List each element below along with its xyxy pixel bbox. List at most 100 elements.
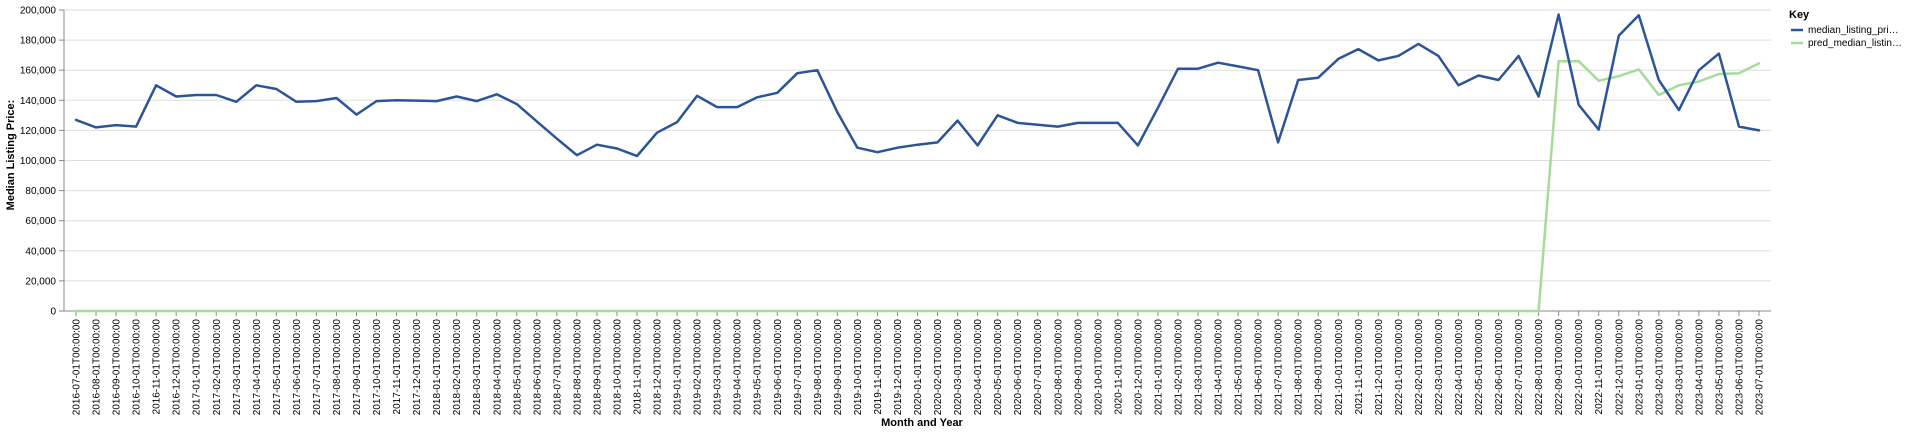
- x-tick-label: 2019-10-01T00:00:00: [853, 319, 864, 416]
- x-tick-label: 2021-03-01T00:00:00: [1194, 319, 1205, 416]
- x-tick-label: 2021-06-01T00:00:00: [1254, 319, 1265, 416]
- x-tick-label: 2021-09-01T00:00:00: [1314, 319, 1325, 416]
- x-tick-label: 2020-03-01T00:00:00: [953, 319, 964, 416]
- x-tick-label: 2020-10-01T00:00:00: [1093, 319, 1104, 416]
- x-tick-label: 2018-11-01T00:00:00: [633, 319, 644, 415]
- x-tick-label: 2020-08-01T00:00:00: [1053, 319, 1064, 416]
- x-tick-label: 2018-03-01T00:00:00: [472, 319, 483, 416]
- grid-layer: [63, 9, 1771, 312]
- x-tick-label: 2016-07-01T00:00:00: [72, 319, 83, 416]
- x-tick-label: 2017-06-01T00:00:00: [292, 319, 303, 416]
- y-tick-label: 80,000: [25, 186, 56, 197]
- x-tick-label: 2023-03-01T00:00:00: [1674, 319, 1685, 416]
- x-tick-label: 2017-07-01T00:00:00: [312, 319, 323, 416]
- x-tick-label: 2021-07-01T00:00:00: [1274, 319, 1285, 416]
- x-tick-label: 2017-10-01T00:00:00: [372, 319, 383, 416]
- x-tick-label: 2021-04-01T00:00:00: [1214, 319, 1225, 416]
- x-tick-label: 2018-06-01T00:00:00: [532, 319, 543, 416]
- y-tick-label: 40,000: [25, 246, 56, 257]
- x-tick-label: 2021-10-01T00:00:00: [1334, 319, 1345, 416]
- x-tick-label: 2019-03-01T00:00:00: [713, 319, 724, 416]
- x-tick-label: 2016-09-01T00:00:00: [112, 319, 123, 416]
- x-tick-label: 2020-09-01T00:00:00: [1073, 319, 1084, 416]
- x-tick-label: 2018-04-01T00:00:00: [492, 319, 503, 416]
- x-tick-label: 2017-01-01T00:00:00: [192, 319, 203, 416]
- legend-title: Key: [1789, 9, 1810, 21]
- x-tick-label: 2018-09-01T00:00:00: [592, 319, 603, 416]
- x-tick-label: 2017-09-01T00:00:00: [352, 319, 363, 416]
- y-tick-label: 160,000: [20, 66, 57, 77]
- x-tick-label: 2021-12-01T00:00:00: [1374, 319, 1385, 416]
- y-tick-label: 60,000: [25, 216, 56, 227]
- x-tick-label: 2018-10-01T00:00:00: [612, 319, 623, 416]
- x-tick-label: 2022-09-01T00:00:00: [1554, 319, 1565, 416]
- x-tick-label: 2022-02-01T00:00:00: [1414, 319, 1425, 416]
- x-tick-label: 2018-07-01T00:00:00: [552, 319, 563, 416]
- x-tick-label: 2018-01-01T00:00:00: [432, 319, 443, 416]
- y-tick-label: 140,000: [20, 96, 57, 107]
- x-tick-label: 2018-02-01T00:00:00: [452, 319, 463, 416]
- x-tick-label: 2022-06-01T00:00:00: [1494, 319, 1505, 416]
- x-tick-label: 2021-11-01T00:00:00: [1354, 319, 1365, 415]
- x-tick-label: 2021-05-01T00:00:00: [1234, 319, 1245, 416]
- legend-items: median_listing_pri… pred_median_listin…: [1791, 25, 1902, 49]
- y-tick-label: 180,000: [20, 36, 57, 47]
- x-tick-label: 2019-02-01T00:00:00: [693, 319, 704, 416]
- x-tick-label: 2020-11-01T00:00:00: [1113, 319, 1124, 415]
- x-tick-label: 2018-08-01T00:00:00: [572, 319, 583, 416]
- x-tick-label: 2023-04-01T00:00:00: [1694, 319, 1705, 416]
- x-tick-label: 2017-11-01T00:00:00: [392, 319, 403, 415]
- series-layer: [74, 13, 1761, 313]
- x-tick-label: 2023-06-01T00:00:00: [1734, 319, 1745, 416]
- legend-label: median_listing_pri…: [1808, 25, 1899, 36]
- x-tick-label: 2023-07-01T00:00:00: [1755, 319, 1766, 416]
- x-tick-label: 2022-11-01T00:00:00: [1594, 319, 1605, 415]
- x-tick-label: 2016-10-01T00:00:00: [132, 319, 143, 416]
- x-tick-label: 2019-06-01T00:00:00: [773, 319, 784, 416]
- x-tick-label: 2018-12-01T00:00:00: [653, 319, 664, 416]
- x-tick-label: 2019-07-01T00:00:00: [793, 319, 804, 416]
- x-tick-label: 2020-05-01T00:00:00: [993, 319, 1004, 416]
- x-tick-label: 2022-10-01T00:00:00: [1574, 319, 1585, 416]
- x-tick-label: 2017-12-01T00:00:00: [412, 319, 423, 416]
- x-tick-label: 2017-02-01T00:00:00: [212, 319, 223, 416]
- x-tick-label: 2016-11-01T00:00:00: [152, 319, 163, 415]
- y-tick-label: 0: [50, 307, 56, 318]
- legend-label: pred_median_listin…: [1808, 38, 1902, 49]
- x-tick-label: 2020-02-01T00:00:00: [933, 319, 944, 416]
- x-tick-label: 2023-01-01T00:00:00: [1634, 319, 1645, 416]
- x-axis: 2016-07-01T00:00:00 2016-08-01T00:00:00 20…: [72, 311, 1766, 415]
- x-tick-label: 2023-02-01T00:00:00: [1654, 319, 1665, 416]
- x-tick-label: 2021-01-01T00:00:00: [1153, 319, 1164, 416]
- x-tick-label: 2019-11-01T00:00:00: [873, 319, 884, 415]
- x-tick-label: 2021-02-01T00:00:00: [1173, 319, 1184, 416]
- x-tick-label: 2019-05-01T00:00:00: [753, 319, 764, 416]
- x-tick-label: 2019-09-01T00:00:00: [833, 319, 844, 416]
- x-tick-label: 2022-12-01T00:00:00: [1614, 319, 1625, 416]
- series-line-0: [74, 13, 1761, 158]
- x-tick-label: 2018-05-01T00:00:00: [512, 319, 523, 416]
- x-tick-label: 2019-04-01T00:00:00: [733, 319, 744, 416]
- y-tick-label: 100,000: [20, 156, 57, 167]
- x-tick-label: 2019-12-01T00:00:00: [893, 319, 904, 416]
- x-tick-label: 2019-08-01T00:00:00: [813, 319, 824, 416]
- x-tick-label: 2022-03-01T00:00:00: [1434, 319, 1445, 416]
- x-tick-label: 2017-05-01T00:00:00: [272, 319, 283, 416]
- series-line-1: [74, 59, 1761, 313]
- x-tick-label: 2020-01-01T00:00:00: [913, 319, 924, 416]
- x-tick-label: 2022-05-01T00:00:00: [1474, 319, 1485, 416]
- x-tick-label: 2022-08-01T00:00:00: [1534, 319, 1545, 416]
- x-tick-label: 2021-08-01T00:00:00: [1294, 319, 1305, 416]
- x-tick-label: 2020-06-01T00:00:00: [1013, 319, 1024, 416]
- x-axis-title: Month and Year: [881, 417, 963, 429]
- y-axis: 0 20,000 40,000 60,000 80,000 100,000 120,000 1…: [20, 6, 64, 318]
- x-tick-label: 2022-04-01T00:00:00: [1454, 319, 1465, 416]
- y-axis-title: Median Listing Price:: [5, 100, 17, 211]
- x-tick-label: 2017-03-01T00:00:00: [232, 319, 243, 416]
- x-tick-label: 2020-04-01T00:00:00: [973, 319, 984, 416]
- x-tick-label: 2016-12-01T00:00:00: [172, 319, 183, 416]
- x-tick-label: 2017-08-01T00:00:00: [332, 319, 343, 416]
- x-tick-label: 2023-05-01T00:00:00: [1714, 319, 1725, 416]
